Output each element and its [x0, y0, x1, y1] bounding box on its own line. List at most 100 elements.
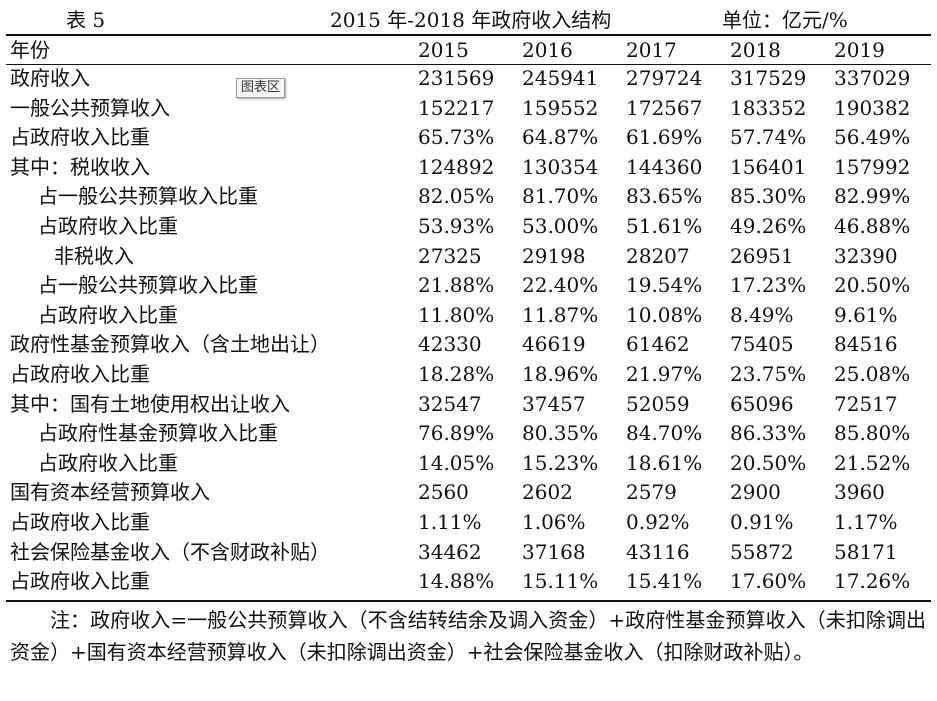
- value-cell: 32547: [418, 391, 482, 416]
- value-cell: 144360: [626, 154, 703, 179]
- row-label: 占政府收入比重: [10, 361, 150, 386]
- value-cell: 52059: [626, 391, 690, 416]
- revenue-structure-table: 年份 2015 2016 2017 2018 2019 政府收入 231569 24…: [10, 36, 934, 597]
- value-cell: 3960: [834, 480, 885, 505]
- value-cell: 172567: [626, 95, 703, 120]
- table-row: 占政府收入比重 18.28% 18.96% 21.97% 23.75% 25.08%: [10, 360, 934, 390]
- row-label: 占政府收入比重: [38, 213, 178, 238]
- value-cell: 82.05%: [418, 184, 495, 209]
- row-label: 其中：税收收入: [10, 154, 150, 179]
- value-cell: 57.74%: [730, 125, 807, 150]
- value-cell: 245941: [522, 66, 599, 90]
- table-row: 占政府收入比重 14.05% 15.23% 18.61% 20.50% 21.52%: [10, 449, 934, 479]
- value-cell: 10.08%: [626, 302, 703, 327]
- value-cell: 15.23%: [522, 450, 599, 475]
- table-row: 占政府性基金预算收入比重 76.89% 80.35% 84.70% 86.33% 85.8…: [10, 419, 934, 449]
- value-cell: 9.61%: [834, 302, 898, 327]
- value-cell: 25.08%: [834, 361, 911, 386]
- table-row: 占政府收入比重 1.11% 1.06% 0.92% 0.91% 1.17%: [10, 508, 934, 538]
- table-row: 占政府收入比重 14.88% 15.11% 15.41% 17.60% 17.26%: [10, 567, 934, 597]
- value-cell: 53.00%: [522, 213, 599, 238]
- value-cell: 56.49%: [834, 125, 911, 150]
- value-cell: 58171: [834, 539, 898, 564]
- table-row: 国有资本经营预算收入 2560 2602 2579 2900 3960: [10, 478, 934, 508]
- row-label: 一般公共预算收入: [10, 95, 170, 120]
- table-title: 2015 年-2018 年政府收入结构: [330, 8, 612, 32]
- value-cell: 18.61%: [626, 450, 703, 475]
- table-row: 占政府收入比重 53.93% 53.00% 51.61% 49.26% 46.88%: [10, 212, 934, 242]
- row-label: 占政府收入比重: [38, 450, 178, 475]
- value-cell: 18.28%: [418, 361, 495, 386]
- value-cell: 1.11%: [418, 509, 482, 534]
- row-label: 占政府收入比重: [38, 302, 178, 327]
- row-label: 非税收入: [54, 243, 134, 268]
- value-cell: 49.26%: [730, 213, 807, 238]
- value-cell: 64.87%: [522, 125, 599, 150]
- value-cell: 42330: [418, 332, 482, 357]
- value-cell: 190382: [834, 95, 911, 120]
- row-label: 政府性基金预算收入（含土地出让）: [10, 332, 330, 357]
- value-cell: 65096: [730, 391, 794, 416]
- table-row: 其中：国有土地使用权出让收入 32547 37457 52059 65096 72517: [10, 390, 934, 420]
- table-row: 占政府收入比重 11.80% 11.87% 10.08% 8.49% 9.61%: [10, 301, 934, 331]
- value-cell: 46.88%: [834, 213, 911, 238]
- value-cell: 279724: [626, 66, 703, 90]
- header-row: 年份 2015 2016 2017 2018 2019: [10, 36, 934, 64]
- value-cell: 20.50%: [730, 450, 807, 475]
- value-cell: 124892: [418, 154, 495, 179]
- value-cell: 82.99%: [834, 184, 911, 209]
- value-cell: 157992: [834, 154, 911, 179]
- value-cell: 55872: [730, 539, 794, 564]
- value-cell: 32390: [834, 243, 898, 268]
- value-cell: 75405: [730, 332, 794, 357]
- value-cell: 27325: [418, 243, 482, 268]
- table-row: 其中：税收收入 124892 130354 144360 156401 157992: [10, 153, 934, 183]
- table-row: 占政府收入比重 65.73% 64.87% 61.69% 57.74% 56.49%: [10, 123, 934, 153]
- value-cell: 21.52%: [834, 450, 911, 475]
- value-cell: 23.75%: [730, 361, 807, 386]
- value-cell: 2560: [418, 480, 469, 505]
- value-cell: 1.17%: [834, 509, 898, 534]
- value-cell: 152217: [418, 95, 495, 120]
- value-cell: 80.35%: [522, 421, 599, 446]
- header-rule: [6, 64, 931, 65]
- value-cell: 15.41%: [626, 569, 703, 594]
- value-cell: 61462: [626, 332, 690, 357]
- value-cell: 0.91%: [730, 509, 794, 534]
- row-label: 国有资本经营预算收入: [10, 480, 210, 505]
- value-cell: 156401: [730, 154, 807, 179]
- value-cell: 159552: [522, 95, 599, 120]
- value-cell: 11.80%: [418, 302, 495, 327]
- value-cell: 43116: [626, 539, 690, 564]
- value-cell: 17.26%: [834, 569, 911, 594]
- row-label: 其中：国有土地使用权出让收入: [10, 391, 290, 416]
- header-cell-2018: 2018: [730, 38, 781, 62]
- value-cell: 14.05%: [418, 450, 495, 475]
- table-row: 占一般公共预算收入比重 82.05% 81.70% 83.65% 85.30% 82.99…: [10, 182, 934, 212]
- header-cell-year: 年份: [10, 38, 50, 62]
- value-cell: 28207: [626, 243, 690, 268]
- value-cell: 2579: [626, 480, 677, 505]
- value-cell: 18.96%: [522, 361, 599, 386]
- table-note: 注：政府收入=一般公共预算收入（不含结转结余及调入资金）+政府性基金预算收入（未…: [10, 608, 926, 664]
- header-cell-2017: 2017: [626, 38, 677, 62]
- table-row: 一般公共预算收入 152217 159552 172567 183352 190382: [10, 94, 934, 124]
- value-cell: 65.73%: [418, 125, 495, 150]
- bottom-rule: [6, 600, 931, 602]
- row-label: 占政府收入比重: [10, 569, 150, 594]
- row-label: 占一般公共预算收入比重: [38, 184, 258, 209]
- value-cell: 84.70%: [626, 421, 703, 446]
- value-cell: 1.06%: [522, 509, 586, 534]
- value-cell: 17.23%: [730, 273, 807, 298]
- row-label: 占政府性基金预算收入比重: [38, 421, 278, 446]
- value-cell: 0.92%: [626, 509, 690, 534]
- value-cell: 19.54%: [626, 273, 703, 298]
- chart-area-badge[interactable]: 图表区: [236, 78, 286, 98]
- value-cell: 61.69%: [626, 125, 703, 150]
- header-cell-2015: 2015: [418, 38, 469, 62]
- value-cell: 53.93%: [418, 213, 495, 238]
- value-cell: 231569: [418, 66, 495, 90]
- value-cell: 8.49%: [730, 302, 794, 327]
- value-cell: 37457: [522, 391, 586, 416]
- value-cell: 26951: [730, 243, 794, 268]
